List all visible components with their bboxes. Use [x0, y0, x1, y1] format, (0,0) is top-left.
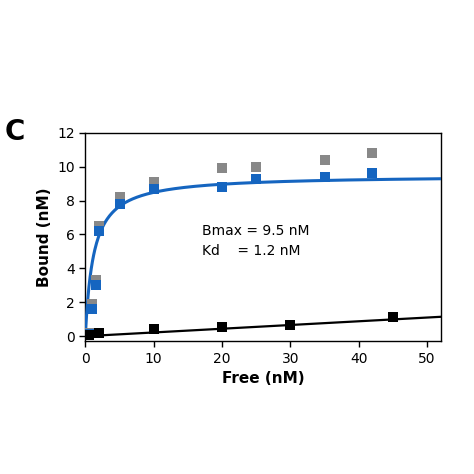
Point — [88, 300, 96, 308]
Text: Kd    = 1.2 nM: Kd = 1.2 nM — [201, 245, 300, 258]
Point — [369, 149, 376, 157]
Point — [150, 185, 157, 192]
X-axis label: Free (nM): Free (nM) — [222, 371, 304, 386]
Point — [95, 227, 103, 235]
Y-axis label: Bound (nM): Bound (nM) — [36, 187, 52, 287]
Text: Bmax = 9.5 nM: Bmax = 9.5 nM — [201, 224, 309, 238]
Point — [389, 313, 397, 320]
Point — [218, 323, 226, 331]
Point — [321, 156, 328, 164]
Point — [116, 193, 123, 201]
Point — [150, 326, 157, 333]
Point — [287, 321, 294, 329]
Point — [95, 222, 103, 230]
Point — [85, 330, 92, 337]
Point — [88, 305, 96, 313]
Point — [218, 164, 226, 172]
Point — [92, 282, 100, 289]
Point — [116, 200, 123, 208]
Point — [321, 173, 328, 181]
Point — [253, 163, 260, 171]
Text: C: C — [5, 118, 25, 146]
Point — [369, 170, 376, 177]
Point — [150, 178, 157, 186]
Point — [218, 183, 226, 191]
Point — [85, 331, 92, 339]
Point — [253, 175, 260, 182]
Point — [92, 276, 100, 284]
Point — [85, 329, 92, 337]
Point — [95, 329, 103, 337]
